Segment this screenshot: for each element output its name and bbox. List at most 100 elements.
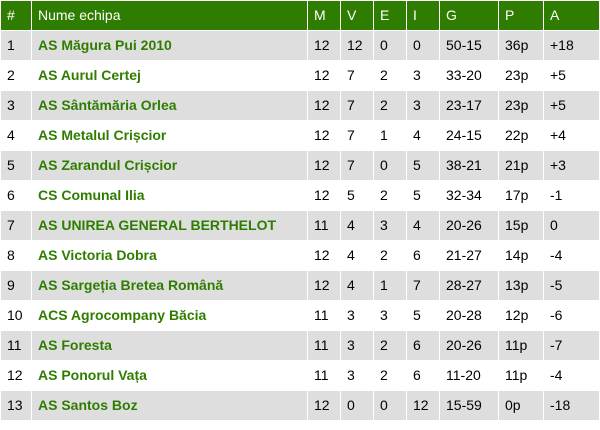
cell-losses: 3: [407, 61, 439, 90]
cell-wins: 4: [341, 241, 373, 270]
cell-losses: 5: [407, 181, 439, 210]
cell-draws: 1: [374, 121, 406, 150]
cell-matches: 12: [308, 241, 340, 270]
header-losses[interactable]: I: [407, 1, 439, 30]
cell-matches: 11: [308, 331, 340, 360]
cell-losses: 5: [407, 301, 439, 330]
table-row: 11 AS Foresta 11 3 2 6 20-26 11p -7: [1, 331, 599, 360]
cell-losses: 5: [407, 151, 439, 180]
cell-matches: 12: [308, 271, 340, 300]
cell-team-name[interactable]: AS Zarandul Crișcior: [32, 151, 307, 180]
cell-points: 14p: [499, 241, 543, 270]
cell-losses: 6: [407, 241, 439, 270]
table-body: 1 AS Măgura Pui 2010 12 12 0 0 50-15 36p +18 2 AS …: [1, 31, 599, 420]
cell-team-name[interactable]: AS Aurul Certej: [32, 61, 307, 90]
table-row: 1 AS Măgura Pui 2010 12 12 0 0 50-15 36p +18: [1, 31, 599, 60]
cell-rank: 2: [1, 61, 31, 90]
cell-matches: 11: [308, 301, 340, 330]
cell-team-name[interactable]: AS Metalul Crișcior: [32, 121, 307, 150]
cell-draws: 0: [374, 151, 406, 180]
cell-team-name[interactable]: AS UNIREA GENERAL BERTHELOT: [32, 211, 307, 240]
cell-rank: 8: [1, 241, 31, 270]
header-matches[interactable]: M: [308, 1, 340, 30]
cell-team-name[interactable]: CS Comunal Ilia: [32, 181, 307, 210]
cell-team-name[interactable]: AS Sargeția Bretea Română: [32, 271, 307, 300]
cell-wins: 4: [341, 211, 373, 240]
cell-draws: 2: [374, 91, 406, 120]
standings-table: # Nume echipa M V E I G P A 1 AS Măgura P…: [0, 0, 600, 421]
cell-wins: 3: [341, 301, 373, 330]
cell-goals: 20-26: [440, 331, 498, 360]
cell-goals: 28-27: [440, 271, 498, 300]
cell-rank: 11: [1, 331, 31, 360]
cell-losses: 7: [407, 271, 439, 300]
header-goals[interactable]: G: [440, 1, 498, 30]
cell-goals: 38-21: [440, 151, 498, 180]
cell-points: 36p: [499, 31, 543, 60]
cell-points: 11p: [499, 331, 543, 360]
cell-adjust: -5: [544, 271, 599, 300]
cell-team-name[interactable]: AS Santos Boz: [32, 391, 307, 420]
cell-team-name[interactable]: AS Victoria Dobra: [32, 241, 307, 270]
cell-adjust: +5: [544, 61, 599, 90]
cell-draws: 3: [374, 301, 406, 330]
cell-matches: 11: [308, 211, 340, 240]
cell-wins: 5: [341, 181, 373, 210]
cell-wins: 7: [341, 61, 373, 90]
cell-losses: 4: [407, 211, 439, 240]
cell-draws: 2: [374, 61, 406, 90]
cell-goals: 20-28: [440, 301, 498, 330]
cell-goals: 24-15: [440, 121, 498, 150]
header-draws[interactable]: E: [374, 1, 406, 30]
cell-goals: 11-20: [440, 361, 498, 390]
cell-losses: 6: [407, 361, 439, 390]
cell-team-name[interactable]: AS Sântămăria Orlea: [32, 91, 307, 120]
header-rank[interactable]: #: [1, 1, 31, 30]
cell-rank: 9: [1, 271, 31, 300]
cell-team-name[interactable]: AS Foresta: [32, 331, 307, 360]
table-row: 2 AS Aurul Certej 12 7 2 3 33-20 23p +5: [1, 61, 599, 90]
cell-goals: 21-27: [440, 241, 498, 270]
table-row: 7 AS UNIREA GENERAL BERTHELOT 11 4 3 4 20-26 15…: [1, 211, 599, 240]
cell-draws: 0: [374, 31, 406, 60]
cell-draws: 1: [374, 271, 406, 300]
cell-matches: 11: [308, 361, 340, 390]
cell-adjust: -6: [544, 301, 599, 330]
table-row: 5 AS Zarandul Crișcior 12 7 0 5 38-21 21p +3: [1, 151, 599, 180]
cell-points: 17p: [499, 181, 543, 210]
cell-adjust: -18: [544, 391, 599, 420]
cell-rank: 10: [1, 301, 31, 330]
header-adjust[interactable]: A: [544, 1, 599, 30]
cell-team-name[interactable]: ACS Agrocompany Băcia: [32, 301, 307, 330]
cell-matches: 12: [308, 151, 340, 180]
cell-points: 12p: [499, 301, 543, 330]
cell-adjust: -7: [544, 331, 599, 360]
cell-wins: 12: [341, 31, 373, 60]
table-row: 10 ACS Agrocompany Băcia 11 3 3 5 20-28 12p -6: [1, 301, 599, 330]
table-row: 9 AS Sargeția Bretea Română 12 4 1 7 28-27 13p -…: [1, 271, 599, 300]
cell-draws: 2: [374, 331, 406, 360]
header-wins[interactable]: V: [341, 1, 373, 30]
cell-points: 22p: [499, 121, 543, 150]
cell-team-name[interactable]: AS Ponorul Vața: [32, 361, 307, 390]
header-team-name[interactable]: Nume echipa: [32, 1, 307, 30]
cell-wins: 7: [341, 151, 373, 180]
table-header: # Nume echipa M V E I G P A: [1, 1, 599, 30]
cell-adjust: +3: [544, 151, 599, 180]
cell-rank: 12: [1, 361, 31, 390]
cell-rank: 13: [1, 391, 31, 420]
cell-points: 13p: [499, 271, 543, 300]
cell-team-name[interactable]: AS Măgura Pui 2010: [32, 31, 307, 60]
table-row: 3 AS Sântămăria Orlea 12 7 2 3 23-17 23p +5: [1, 91, 599, 120]
header-points[interactable]: P: [499, 1, 543, 30]
cell-draws: 2: [374, 181, 406, 210]
cell-adjust: +18: [544, 31, 599, 60]
cell-wins: 4: [341, 271, 373, 300]
cell-wins: 3: [341, 361, 373, 390]
cell-losses: 4: [407, 121, 439, 150]
cell-adjust: +4: [544, 121, 599, 150]
cell-points: 23p: [499, 91, 543, 120]
cell-goals: 50-15: [440, 31, 498, 60]
cell-points: 21p: [499, 151, 543, 180]
table-row: 13 AS Santos Boz 12 0 0 12 15-59 0p -18: [1, 391, 599, 420]
